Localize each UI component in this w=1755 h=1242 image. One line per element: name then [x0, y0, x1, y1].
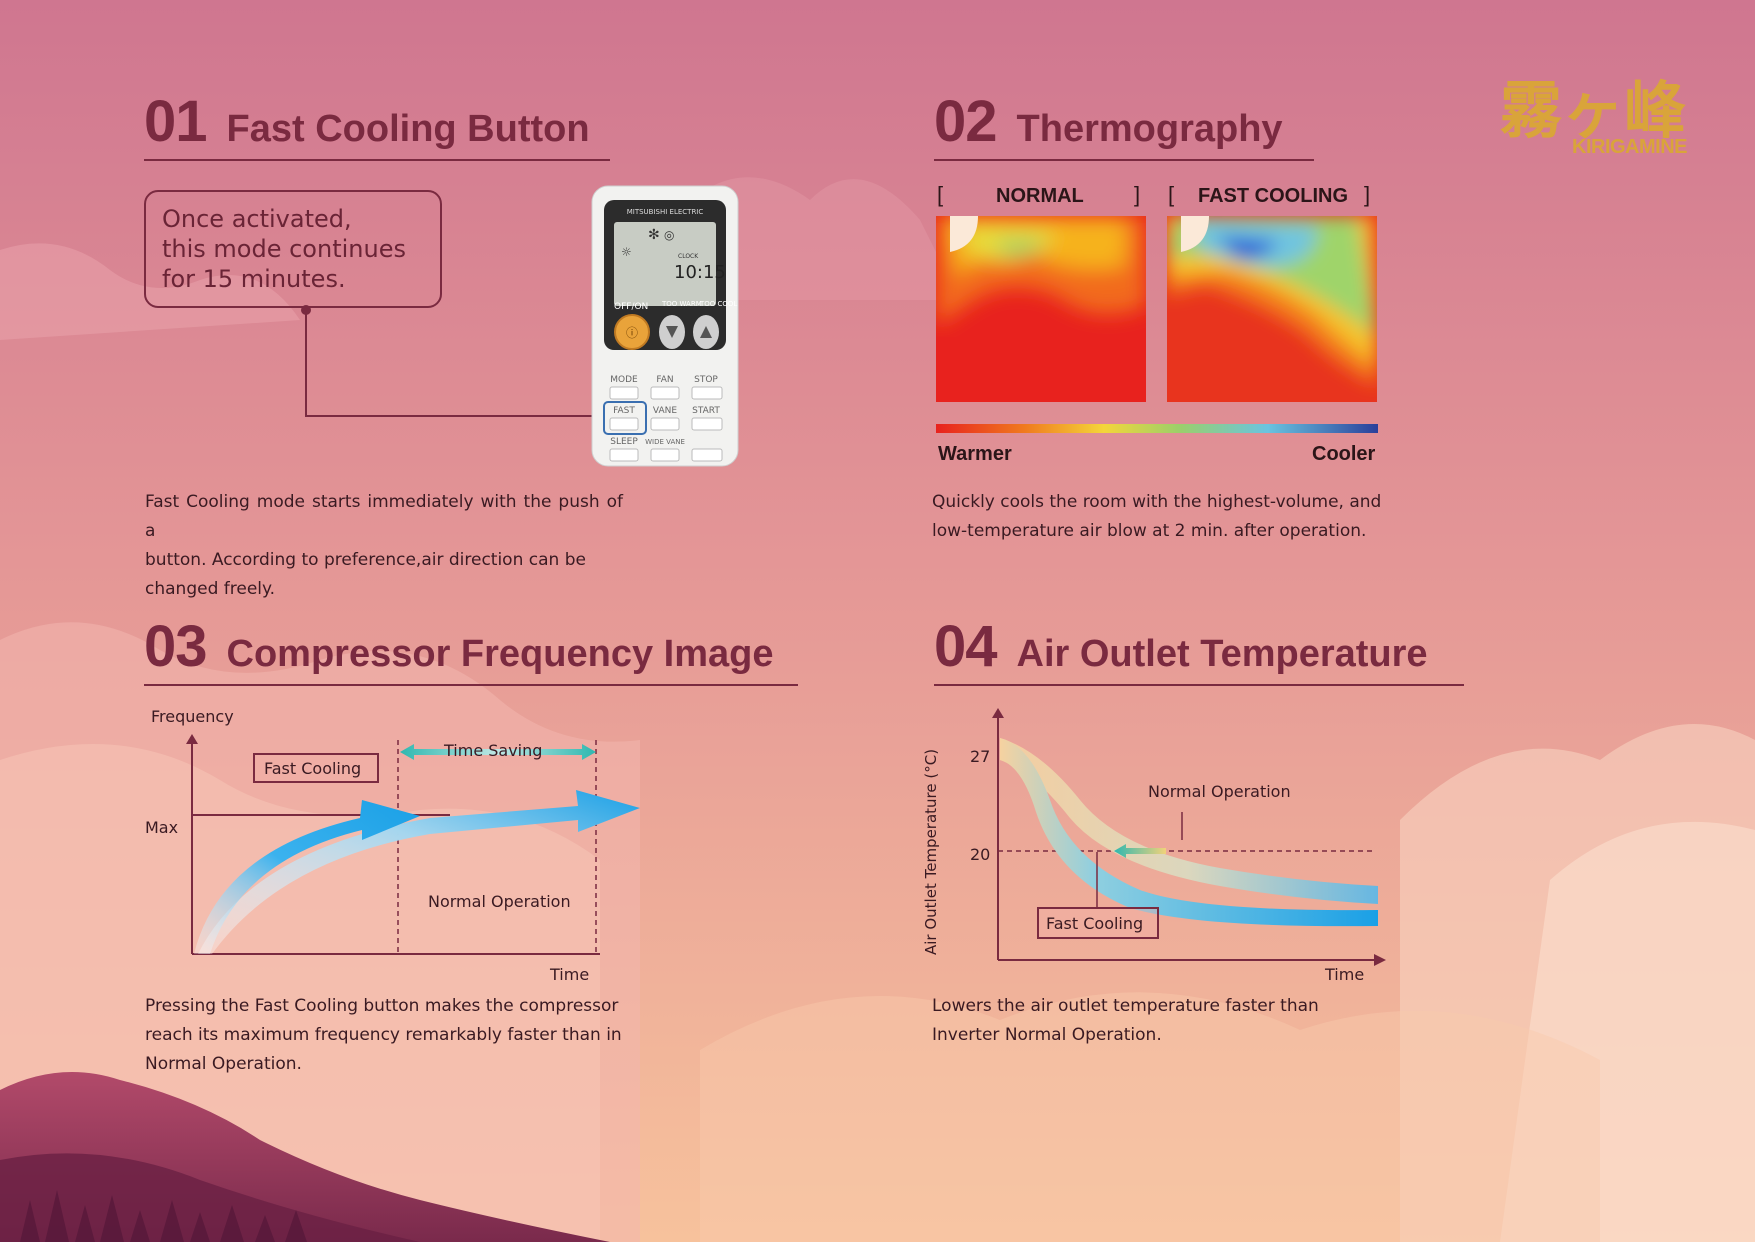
- normal-operation-label: Normal Operation: [428, 892, 571, 911]
- bracket-open: [: [1168, 182, 1175, 207]
- normal-operation-arrow: [198, 790, 640, 954]
- svg-text:SLEEP: SLEEP: [610, 437, 638, 447]
- time-saving-label: Time Saving: [443, 741, 542, 760]
- svg-text:VANE: VANE: [653, 406, 677, 416]
- section-02-body: Quickly cools the room with the highest-…: [932, 492, 1382, 541]
- x-axis-label: Time: [1324, 965, 1364, 984]
- section-title: Thermography: [1016, 108, 1283, 150]
- callout-line: Once activated,: [162, 205, 352, 233]
- y-tick-max: Max: [145, 818, 178, 837]
- bracket-close: ]: [1364, 182, 1371, 207]
- fast-cooling-curve: [1000, 738, 1378, 927]
- svg-text:☼: ☼: [621, 245, 632, 259]
- section-04-body: Lowers the air outlet temperature faster…: [932, 996, 1319, 1045]
- section-number: 02: [934, 89, 998, 154]
- fast-cooling-label-box: [1037, 907, 1159, 939]
- section-03-heading: 03 Compressor Frequency Image: [144, 613, 798, 686]
- fast-cooling-label-box: [253, 753, 379, 783]
- section-03-body: Pressing the Fast Cooling button makes t…: [145, 996, 622, 1074]
- section-title: Compressor Frequency Image: [226, 633, 774, 675]
- air-outlet-temperature-chart: 27 20 Air Outlet Temperature (°C) Time N…: [922, 708, 1386, 984]
- compressor-frequency-chart: Frequency Max Time Time Saving Normal Op…: [145, 707, 640, 984]
- y-tick-20: 20: [970, 845, 990, 864]
- section-number: 01: [144, 89, 208, 154]
- remote-brand: MITSUBISHI ELECTRIC: [627, 208, 704, 216]
- svg-text:10:15: 10:15: [674, 262, 726, 283]
- section-02-heading: 02 Thermography: [934, 88, 1314, 161]
- logo-kanji: 霧ヶ峰: [1500, 74, 1686, 147]
- section-04-heading: 04 Air Outlet Temperature: [934, 613, 1464, 686]
- logo-wordmark: KIRIGAMINE: [1572, 136, 1688, 158]
- section-title: Fast Cooling Button: [226, 108, 590, 150]
- svg-text:ⓘ: ⓘ: [626, 326, 638, 340]
- time-saving-arrow: [400, 744, 596, 760]
- thermo-label-normal: NORMAL: [996, 185, 1084, 207]
- normal-operation-curve: [1000, 738, 1378, 904]
- svg-text:STOP: STOP: [694, 375, 718, 385]
- bracket-open: [: [937, 182, 944, 207]
- thermo-label-fast: FAST COOLING: [1198, 185, 1348, 207]
- speedup-arrow: [1114, 844, 1166, 858]
- section-number: 04: [934, 614, 998, 679]
- thermal-image-normal: [936, 216, 1146, 402]
- thermal-image-fast-cooling: [1167, 216, 1377, 402]
- normal-operation-label: Normal Operation: [1148, 782, 1291, 801]
- section-number: 03: [144, 614, 208, 679]
- y-axis-label: Air Outlet Temperature (°C): [922, 749, 940, 955]
- callout-line: this mode continues: [162, 235, 406, 263]
- remote-control-image: MITSUBISHI ELECTRIC ✻ ◎ ☼ CLOCK 10:15 OF…: [591, 185, 739, 467]
- temperature-color-scale: [936, 424, 1378, 433]
- svg-text:CLOCK: CLOCK: [678, 253, 699, 260]
- x-axis-label: Time: [549, 965, 589, 984]
- offon-label: OFF/ON: [614, 302, 648, 312]
- y-axis-label: Frequency: [151, 707, 234, 726]
- fast-cooling-label: Fast Cooling: [264, 759, 361, 778]
- fast-cooling-arrow: [194, 800, 420, 954]
- fast-cooling-label: Fast Cooling: [1046, 914, 1143, 933]
- callout-line: for 15 minutes.: [162, 265, 346, 293]
- svg-text:START: START: [692, 406, 720, 416]
- svg-text:FAST: FAST: [613, 406, 635, 416]
- fan-icon: ✻: [648, 227, 660, 243]
- scale-label-cooler: Cooler: [1312, 443, 1376, 465]
- svg-text:TOO COOL: TOO COOL: [699, 300, 737, 308]
- bracket-close: ]: [1134, 182, 1141, 207]
- svg-text:WIDE VANE: WIDE VANE: [645, 438, 685, 446]
- scale-label-warmer: Warmer: [938, 443, 1012, 465]
- svg-text:◎: ◎: [664, 228, 674, 242]
- section-title: Air Outlet Temperature: [1016, 633, 1428, 675]
- svg-text:TOO WARM: TOO WARM: [661, 300, 702, 308]
- y-tick-27: 27: [970, 747, 990, 766]
- kirigamine-logo: 霧ヶ峰: [1500, 74, 1686, 147]
- section-01-body: Fast Cooling mode starts immediately wit…: [145, 492, 623, 599]
- svg-text:FAN: FAN: [656, 375, 673, 385]
- section-01-heading: 01 Fast Cooling Button: [144, 88, 610, 161]
- fast-cooling-callout: Once activated, this mode continues for …: [144, 190, 442, 308]
- svg-text:MODE: MODE: [610, 375, 638, 385]
- fast-button-highlight: [603, 401, 647, 435]
